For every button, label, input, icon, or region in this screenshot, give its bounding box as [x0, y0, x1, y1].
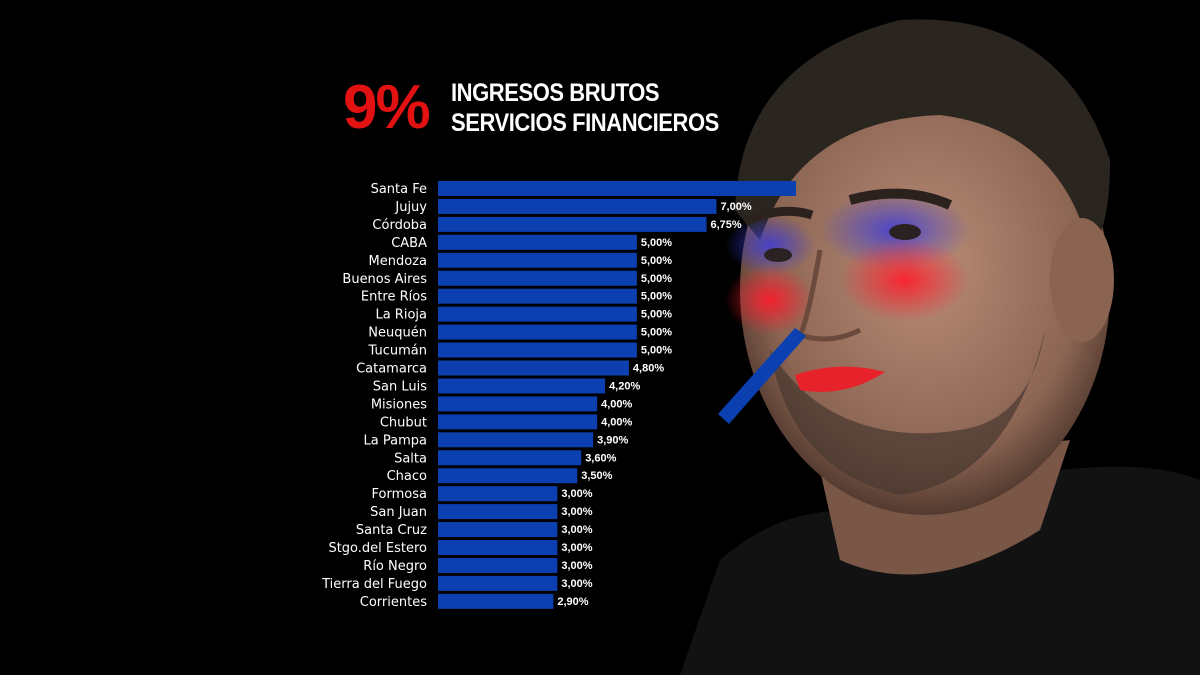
category-label: Santa Fe — [371, 182, 427, 197]
bar — [438, 198, 717, 214]
bar — [438, 593, 554, 609]
bar — [438, 557, 558, 573]
category-label: San Luis — [373, 379, 427, 394]
category-label: Stgo.del Estero — [328, 541, 427, 556]
bar — [438, 342, 637, 358]
bar — [438, 396, 598, 412]
category-label: Salta — [394, 451, 427, 466]
highlight-value: 9% — [343, 73, 431, 142]
value-label: 2,90% — [557, 596, 588, 608]
chart-title: INGRESOS BRUTOS SERVICIOS FINANCIEROS — [451, 78, 719, 138]
value-label: 5,00% — [641, 237, 672, 249]
bar — [438, 306, 637, 322]
bar — [438, 252, 637, 268]
value-label: 4,80% — [633, 363, 664, 375]
category-label: La Rioja — [375, 308, 427, 323]
category-label: Entre Ríos — [361, 290, 427, 305]
title-line-1: INGRESOS BRUTOS — [450, 79, 660, 107]
category-label: Catamarca — [356, 362, 427, 377]
category-label: Córdoba — [372, 218, 427, 233]
category-label: Chubut — [380, 415, 427, 430]
category-label: Santa Cruz — [356, 523, 427, 538]
bar — [438, 540, 558, 555]
bar — [438, 522, 558, 538]
category-label: Jujuy — [394, 200, 427, 215]
bar — [438, 234, 637, 250]
value-label: 5,00% — [641, 273, 672, 285]
value-label: 3,00% — [561, 560, 592, 572]
value-label: 7,00% — [720, 201, 751, 213]
bar — [438, 288, 637, 304]
bar — [438, 504, 558, 520]
value-label: 4,00% — [601, 398, 632, 410]
title-line-2: SERVICIOS FINANCIEROS — [450, 109, 719, 137]
bar — [438, 432, 594, 448]
bar — [438, 216, 707, 232]
category-label: Corrientes — [360, 595, 427, 610]
bar — [438, 270, 637, 286]
category-label: Mendoza — [369, 254, 427, 269]
value-label: 3,00% — [561, 488, 592, 500]
value-label: 3,00% — [561, 542, 592, 554]
bar — [438, 378, 606, 394]
category-label: CABA — [391, 236, 427, 251]
bar — [438, 181, 796, 196]
bar — [438, 450, 582, 466]
bar — [438, 486, 558, 502]
headline: 9% INGRESOS BRUTOS SERVICIOS FINANCIEROS — [343, 76, 755, 140]
category-label: San Juan — [370, 505, 427, 520]
bar — [438, 324, 637, 340]
category-label: Buenos Aires — [342, 272, 427, 287]
value-label: 6,75% — [711, 219, 742, 231]
value-label: 3,00% — [561, 524, 592, 536]
category-label: Río Negro — [363, 559, 427, 574]
value-label: 3,60% — [585, 452, 616, 464]
value-label: 3,50% — [581, 470, 612, 482]
bar — [438, 360, 629, 376]
value-label: 4,20% — [609, 380, 640, 392]
category-label: Formosa — [372, 487, 427, 502]
value-label: 5,00% — [641, 291, 672, 303]
value-label: 5,00% — [641, 345, 672, 357]
category-label: Misiones — [371, 397, 427, 412]
category-label: Neuquén — [368, 326, 427, 341]
category-label: Chaco — [387, 469, 427, 484]
bar — [438, 414, 598, 430]
category-label: Tierra del Fuego — [321, 577, 427, 592]
value-label: 5,00% — [641, 327, 672, 339]
value-label: 5,00% — [641, 309, 672, 321]
category-label: Tucumán — [368, 344, 427, 359]
bar — [438, 468, 578, 484]
value-label: 5,00% — [641, 255, 672, 267]
value-label: 3,90% — [597, 434, 628, 446]
value-label: 3,00% — [561, 506, 592, 518]
value-label: 4,00% — [601, 416, 632, 428]
category-label: La Pampa — [364, 433, 427, 448]
value-label: 3,00% — [561, 578, 592, 590]
bar — [438, 575, 558, 591]
